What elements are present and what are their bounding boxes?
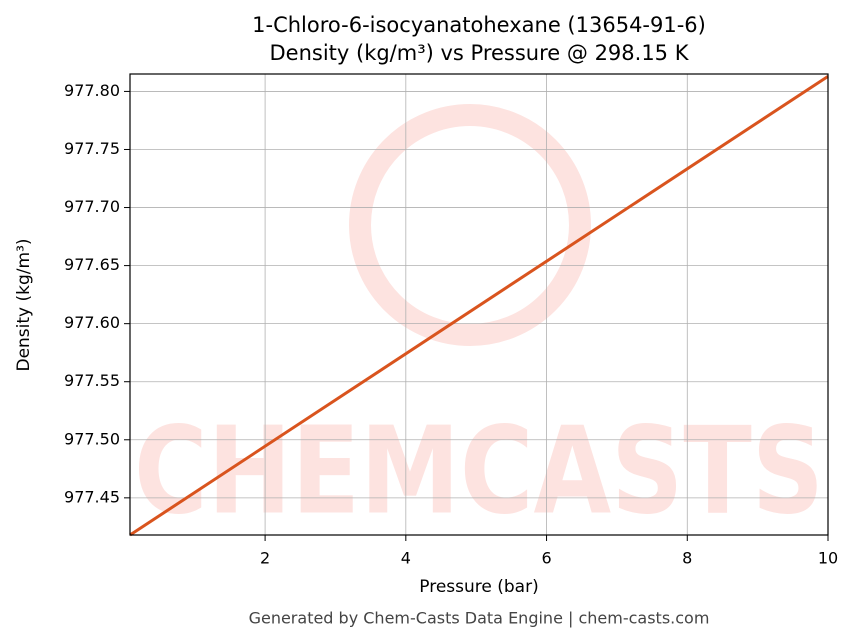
x-axis-label: Pressure (bar) xyxy=(419,577,538,597)
y-tick-label: 977.55 xyxy=(64,371,120,390)
watermark: CHEMCASTS xyxy=(134,403,824,542)
y-tick-label: 977.45 xyxy=(64,487,120,506)
y-tick-label: 977.60 xyxy=(64,313,120,332)
x-tick-label: 2 xyxy=(260,549,270,568)
y-tick-label: 977.80 xyxy=(64,81,120,100)
footer: Generated by Chem-Casts Data Engine | ch… xyxy=(249,609,710,628)
x-tick-label: 4 xyxy=(401,549,411,568)
chart-title: 1-Chloro-6-isocyanatohexane (13654-91-6) xyxy=(252,13,706,37)
chart-subtitle: Density (kg/m³) vs Pressure @ 298.15 K xyxy=(269,41,689,65)
watermark-logo xyxy=(349,104,591,346)
plot-frame xyxy=(129,73,829,536)
y-tick-label: 977.70 xyxy=(64,197,120,216)
y-tick-label: 977.75 xyxy=(64,139,120,158)
y-axis-label: Density (kg/m³) xyxy=(14,238,34,371)
data-line xyxy=(129,75,829,537)
y-tick-label: 977.65 xyxy=(64,255,120,274)
x-tick-label: 10 xyxy=(818,549,838,568)
x-tick-label: 8 xyxy=(682,549,692,568)
x-tick-label: 6 xyxy=(541,549,551,568)
y-tick-label: 977.50 xyxy=(64,429,120,448)
